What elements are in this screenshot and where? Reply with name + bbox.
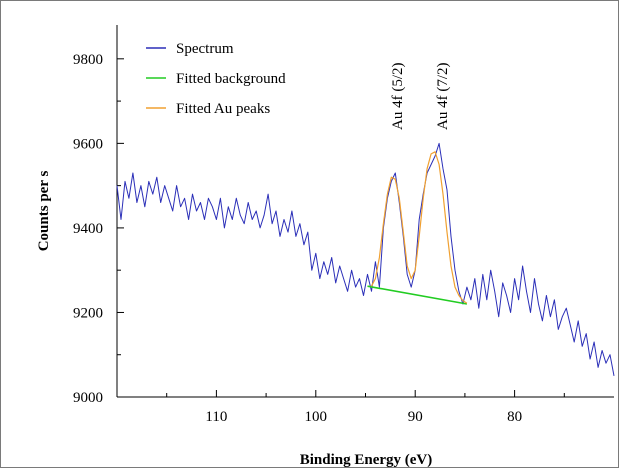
x-axis-title: Binding Energy (eV)	[300, 452, 433, 468]
y-tick-label: 9200	[73, 305, 103, 321]
x-tick-label: 110	[205, 409, 227, 425]
series-layer	[116, 142, 615, 376]
y-tick-label: 9400	[73, 221, 103, 237]
y-tick-label: 9800	[73, 52, 103, 68]
legend: Spectrum Fitted background Fitted Au pea…	[146, 41, 286, 117]
x-axis-ticks: 110 100 90 80	[166, 390, 565, 425]
legend-label-background: Fitted background	[176, 71, 286, 87]
series-line-spectrum	[116, 142, 615, 376]
y-tick-label: 9000	[73, 390, 103, 406]
x-tick-label: 80	[507, 409, 522, 425]
y-axis-ticks: 9000 9200 9400 9600 9800	[73, 52, 124, 406]
x-tick-label: 90	[408, 409, 423, 425]
series-line-background	[367, 285, 468, 305]
x-tick-label: 100	[305, 409, 328, 425]
y-axis-title: Counts per s	[36, 171, 52, 252]
legend-label-peaks: Fitted Au peaks	[176, 101, 270, 117]
legend-label-spectrum: Spectrum	[176, 41, 234, 57]
plot-area	[117, 25, 614, 397]
y-tick-label: 9600	[73, 136, 103, 152]
series-line-peaks	[370, 151, 468, 304]
annotation-au-4f-5-2: Au 4f (5/2)	[390, 63, 406, 131]
annotation-au-4f-7-2: Au 4f (7/2)	[435, 63, 451, 131]
